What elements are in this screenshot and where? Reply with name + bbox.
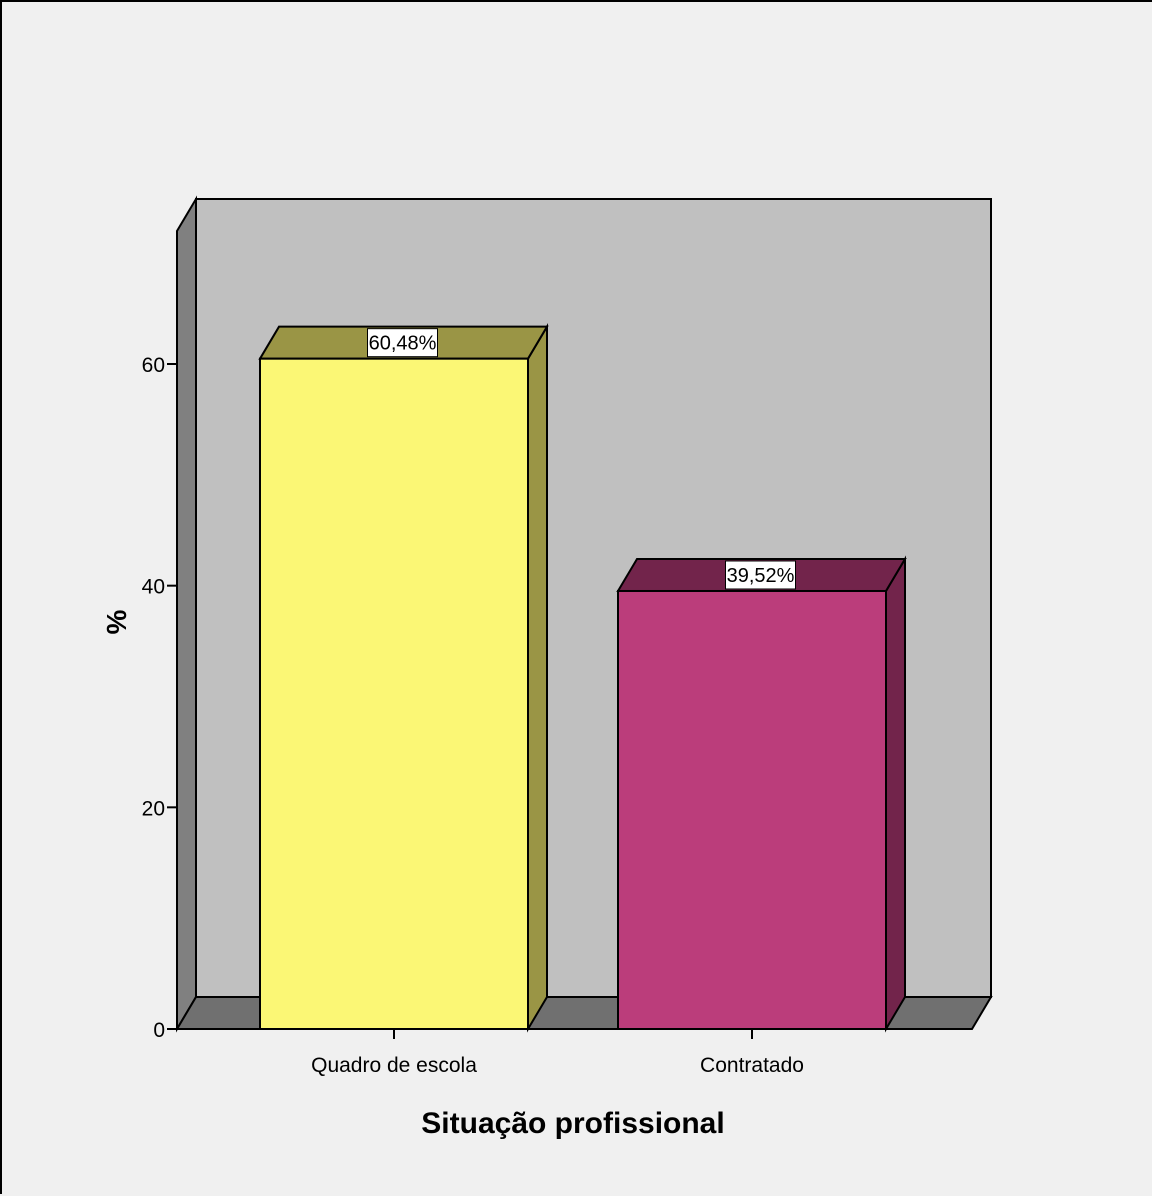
data-label: 60,48% <box>369 333 437 355</box>
y-axis-label: % <box>101 609 132 634</box>
bar <box>259 357 529 1030</box>
bar-side <box>885 555 906 1033</box>
x-axis-label: Situação profissional <box>421 1107 724 1140</box>
x-tick-label: Quadro de escola <box>311 1054 477 1077</box>
bar <box>617 589 887 1031</box>
x-tick-label: Contratado <box>700 1054 804 1077</box>
data-label-box <box>367 328 438 358</box>
bar-group <box>258 323 549 1033</box>
data-label-box <box>725 560 796 590</box>
bar-group <box>616 555 907 1033</box>
labels: Quadro de escola 60,48% Contratado 39,52% <box>311 328 804 1077</box>
bars <box>258 323 907 1033</box>
bar-side <box>527 323 548 1033</box>
y-tick-label: 0 <box>153 1019 165 1042</box>
y-tick-label: 60 <box>142 354 165 377</box>
y-tick-label: 20 <box>142 797 165 820</box>
plot-side-wall <box>176 195 197 1033</box>
data-label: 39,52% <box>727 565 795 587</box>
y-tick-label: 40 <box>142 576 165 599</box>
